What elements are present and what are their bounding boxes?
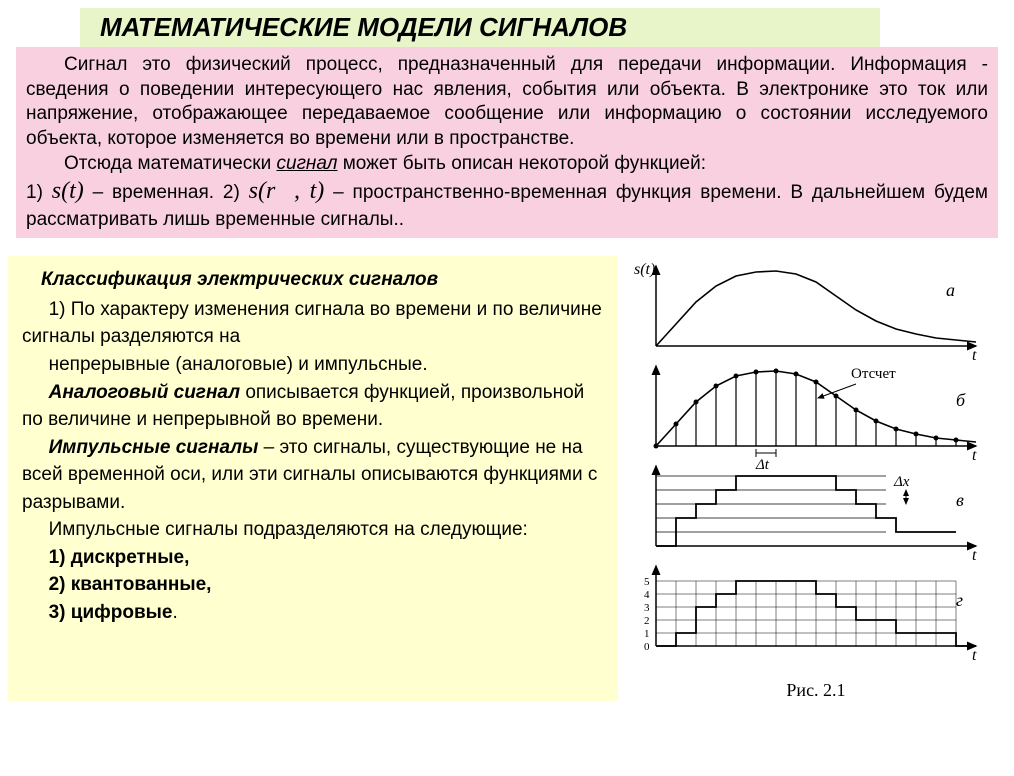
svg-text:t: t: [972, 547, 977, 564]
svg-text:1: 1: [644, 628, 650, 640]
class-p1b: непрерывные (аналоговые) и импульсные.: [22, 351, 604, 379]
formula-srt: s(r⃗, t): [249, 178, 325, 204]
svg-text:б: б: [956, 390, 966, 410]
svg-text:Δt: Δt: [755, 457, 770, 473]
pulse-term: Импульсные сигналы: [49, 437, 259, 458]
item-quantized: 2) квантованные,: [49, 574, 212, 595]
figure-caption: Рис. 2.1: [626, 680, 1006, 701]
svg-text:Δx: Δx: [893, 474, 910, 490]
f1-post: – временная. 2): [84, 182, 249, 203]
analog-term: Аналоговый сигнал: [49, 382, 240, 403]
classification-box: Классификация электрических сигналов 1) …: [8, 256, 618, 701]
intro-signal-term: сигнал: [277, 153, 338, 174]
svg-text:s(t): s(t): [634, 261, 655, 278]
svg-text:4: 4: [644, 589, 650, 601]
f1-pre: 1): [26, 182, 52, 203]
page-title: МАТЕМАТИЧЕСКИЕ МОДЕЛИ СИГНАЛОВ: [100, 12, 860, 43]
item-discrete: 1) дискретные,: [49, 547, 190, 568]
intro-box: Сигнал это физический процесс, предназна…: [16, 47, 998, 238]
figure-column: s(t) t а Отсчет Δt t б Δx t в 012345 t г Рис. 2.1: [626, 256, 1006, 701]
class-p3: Импульсные сигналы – это сигналы, сущест…: [22, 434, 604, 517]
title-bar: МАТЕМАТИЧЕСКИЕ МОДЕЛИ СИГНАЛОВ: [80, 8, 880, 47]
svg-text:t: t: [972, 647, 977, 664]
class-i2: 2) квантованные,: [22, 571, 604, 599]
svg-text:t: t: [972, 347, 977, 364]
intro-p2b: может быть описан некоторой функцией:: [337, 153, 706, 174]
svg-text:0: 0: [644, 641, 650, 653]
item-digital: 3) цифровые: [49, 602, 173, 623]
svg-text:а: а: [946, 280, 955, 300]
lower-section: Классификация электрических сигналов 1) …: [8, 256, 1006, 701]
svg-text:г: г: [956, 590, 963, 610]
svg-text:5: 5: [644, 576, 650, 588]
svg-text:Отсчет: Отсчет: [851, 366, 896, 382]
class-p1a: 1) По характеру изменения сигнала во вре…: [22, 296, 604, 351]
svg-text:t: t: [972, 447, 977, 464]
item-digital-dot: .: [172, 602, 177, 623]
class-heading: Классификация электрических сигналов: [22, 266, 604, 294]
svg-text:в: в: [956, 490, 964, 510]
class-p2: Аналоговый сигнал описывается функцией, …: [22, 379, 604, 434]
class-i1: 1) дискретные,: [22, 544, 604, 572]
intro-formula-line: 1) s(t) – временная. 2) s(r⃗, t) – прост…: [26, 182, 988, 229]
signal-diagram: s(t) t а Отсчет Δt t б Δx t в 012345 t г: [626, 256, 1006, 676]
class-i3: 3) цифровые.: [22, 599, 604, 627]
intro-p2a: Отсюда математически: [64, 153, 277, 174]
svg-text:3: 3: [644, 602, 650, 614]
svg-text:2: 2: [644, 615, 650, 627]
class-p4: Импульсные сигналы подразделяются на сле…: [22, 516, 604, 544]
intro-p2: Отсюда математически сигнал может быть о…: [26, 152, 988, 177]
formula-st: s(t): [52, 178, 84, 204]
intro-p1: Сигнал это физический процесс, предназна…: [26, 53, 988, 152]
